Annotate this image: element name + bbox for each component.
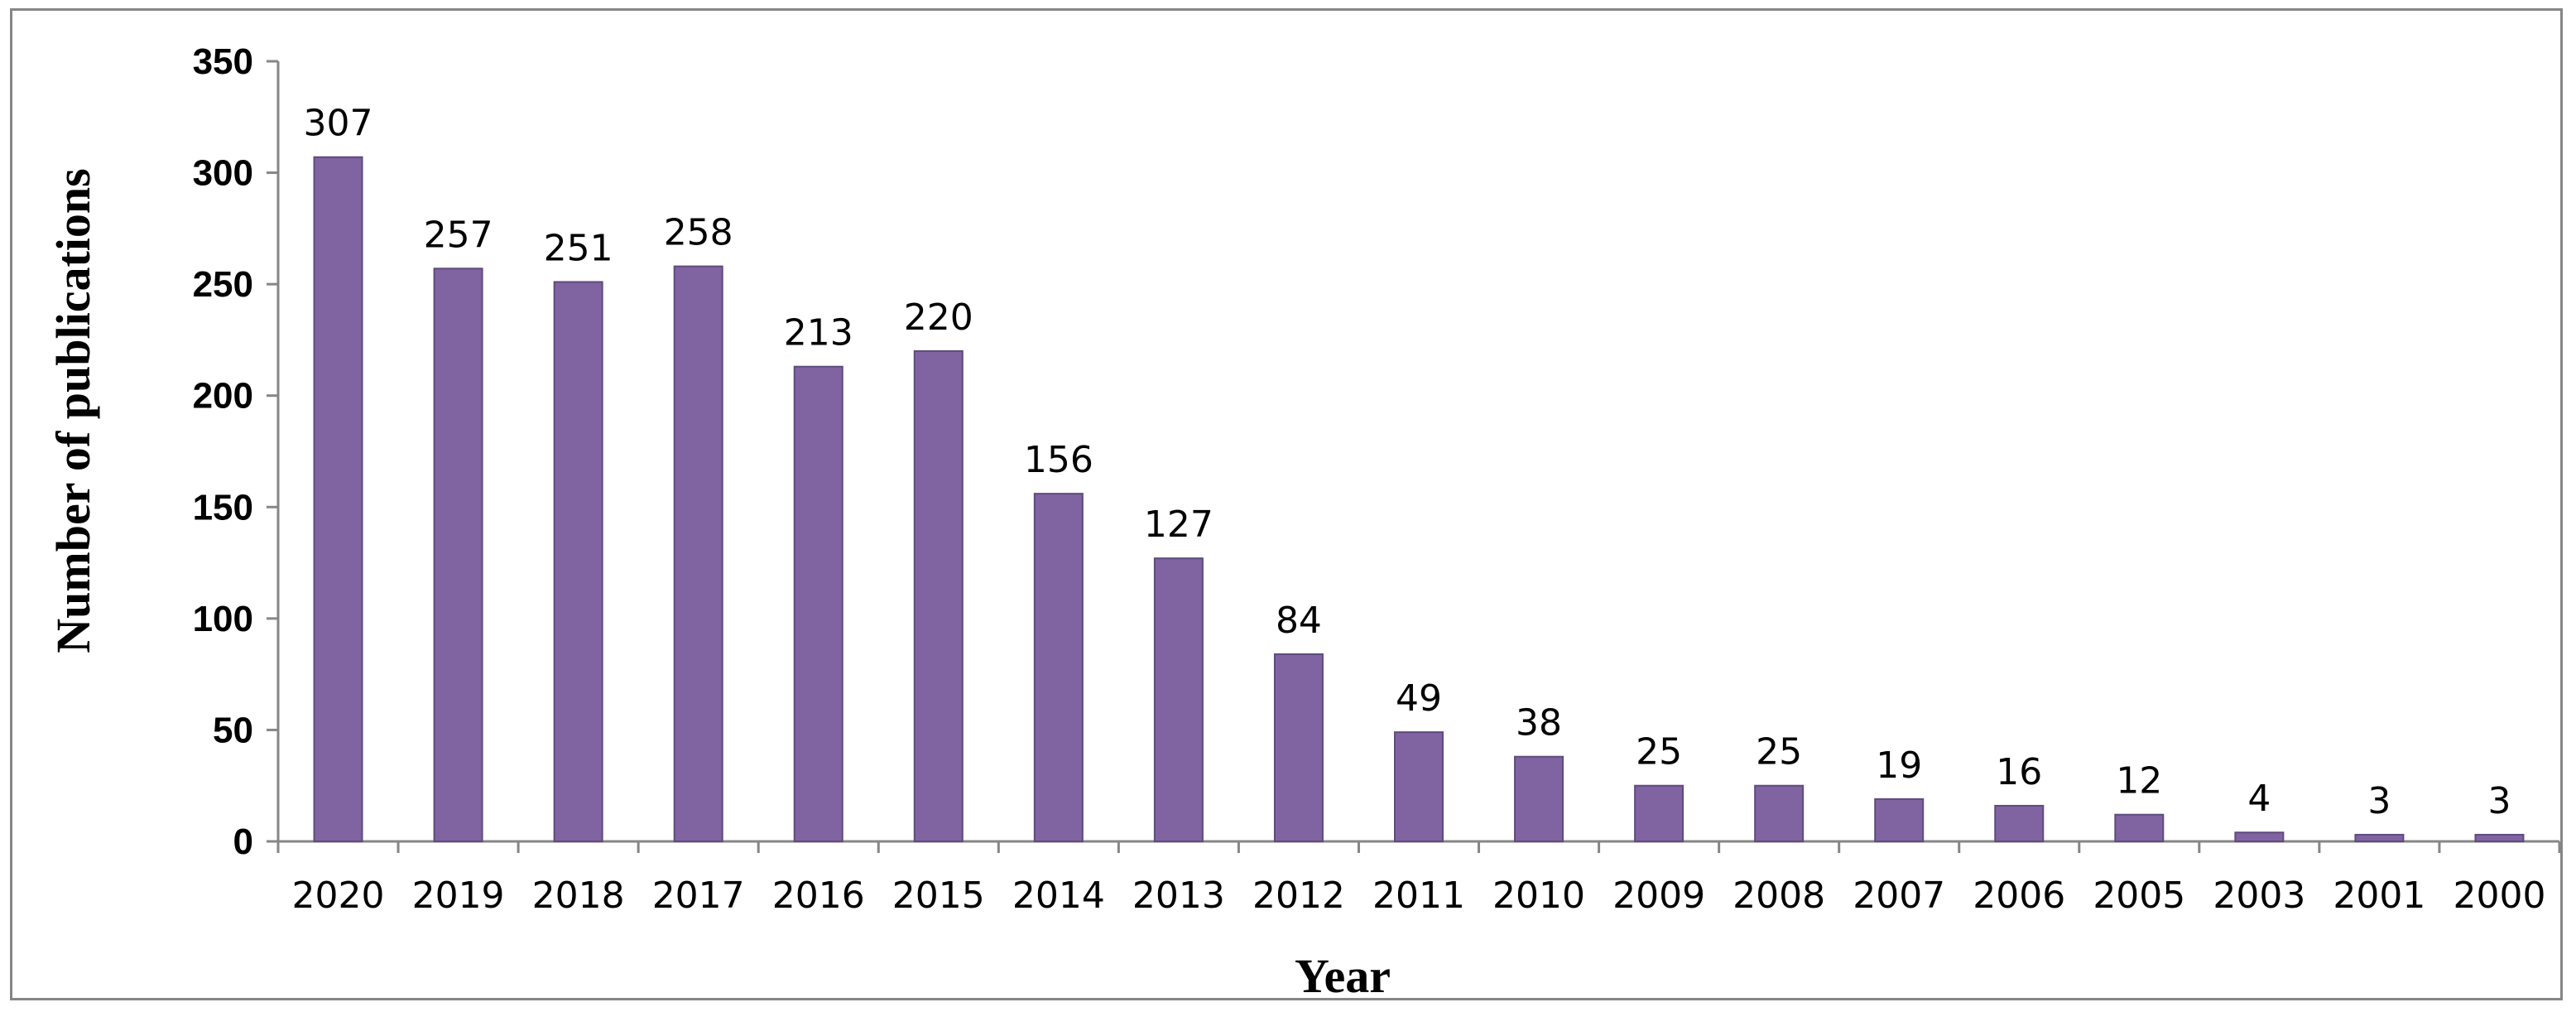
y-tick-label: 0 — [233, 822, 253, 862]
x-tick-label-2015: 2015 — [892, 875, 985, 917]
bar-2016 — [793, 365, 843, 842]
bar-2017 — [673, 265, 723, 842]
x-tick-label-2008: 2008 — [1733, 875, 1825, 917]
y-tick-label: 150 — [193, 487, 253, 528]
bar-2011 — [1394, 731, 1444, 842]
data-label-2000: 3 — [2487, 780, 2511, 822]
x-tick-label-2013: 2013 — [1132, 875, 1225, 917]
data-label-2020: 307 — [304, 103, 373, 145]
data-label-2007: 19 — [1876, 745, 1922, 787]
bar-2001 — [2354, 833, 2405, 843]
data-label-2016: 213 — [784, 312, 853, 354]
data-label-2006: 16 — [1996, 751, 2042, 793]
data-label-2018: 251 — [544, 227, 613, 269]
x-tick-label-2001: 2001 — [2333, 875, 2425, 917]
data-label-2015: 220 — [904, 296, 973, 339]
bar-2018 — [553, 281, 603, 842]
bar-2009 — [1634, 784, 1684, 843]
bar-2013 — [1153, 557, 1204, 843]
bar-2007 — [1874, 798, 1925, 842]
bar-2014 — [1033, 493, 1084, 842]
bar-2020 — [313, 156, 363, 842]
labels: 0 50 100 150 200 250 300 350 307 2020 257 2019 251 20… — [193, 41, 2546, 917]
x-tick-label-2014: 2014 — [1012, 875, 1105, 917]
x-tick-label-2010: 2010 — [1492, 875, 1585, 917]
x-tick-label-2020: 2020 — [292, 875, 385, 917]
bar-2012 — [1273, 653, 1324, 842]
data-label-2003: 4 — [2247, 778, 2271, 820]
bar-2000 — [2474, 833, 2525, 843]
y-tick-label: 200 — [193, 376, 253, 417]
bars — [313, 156, 2525, 843]
x-tick-label-2007: 2007 — [1853, 875, 1945, 917]
data-label-2012: 84 — [1276, 600, 1322, 642]
data-label-2005: 12 — [2116, 760, 2162, 802]
y-tick-label: 300 — [193, 153, 253, 194]
x-tick-label-2019: 2019 — [412, 875, 505, 917]
x-tick-label-2018: 2018 — [532, 875, 625, 917]
data-label-2008: 25 — [1756, 731, 1802, 773]
x-tick-label-2009: 2009 — [1612, 875, 1705, 917]
x-tick-label-2017: 2017 — [652, 875, 745, 917]
data-label-2014: 156 — [1024, 439, 1093, 481]
data-label-2019: 257 — [424, 214, 493, 256]
data-label-2011: 49 — [1396, 677, 1442, 720]
bar-2019 — [433, 267, 483, 842]
data-label-2017: 258 — [664, 212, 733, 254]
bar-2003 — [2234, 831, 2285, 843]
y-tick-label: 350 — [193, 41, 253, 82]
bar-2015 — [913, 349, 964, 842]
bar-2008 — [1754, 784, 1805, 843]
y-axis-title: Number of publications — [46, 168, 100, 653]
x-tick-label-2016: 2016 — [772, 875, 865, 917]
data-label-2013: 127 — [1144, 504, 1214, 546]
bar-2006 — [1994, 804, 2045, 842]
data-label-2009: 25 — [1636, 731, 1682, 773]
x-tick-label-2006: 2006 — [1973, 875, 2065, 917]
y-tick-label: 50 — [213, 710, 253, 750]
y-tick-label: 100 — [193, 599, 253, 639]
x-tick-label-2000: 2000 — [2453, 875, 2545, 917]
x-tick-label-2012: 2012 — [1252, 875, 1345, 917]
x-tick-label-2003: 2003 — [2213, 875, 2305, 917]
x-tick-label-2005: 2005 — [2093, 875, 2185, 917]
bar-2010 — [1514, 755, 1564, 842]
data-label-2001: 3 — [2367, 780, 2391, 822]
data-label-2010: 38 — [1516, 702, 1562, 745]
x-tick-label-2011: 2011 — [1372, 875, 1465, 917]
bar-2005 — [2114, 813, 2165, 843]
x-axis-title: Year — [1295, 949, 1391, 1003]
y-tick-label: 250 — [193, 264, 253, 305]
